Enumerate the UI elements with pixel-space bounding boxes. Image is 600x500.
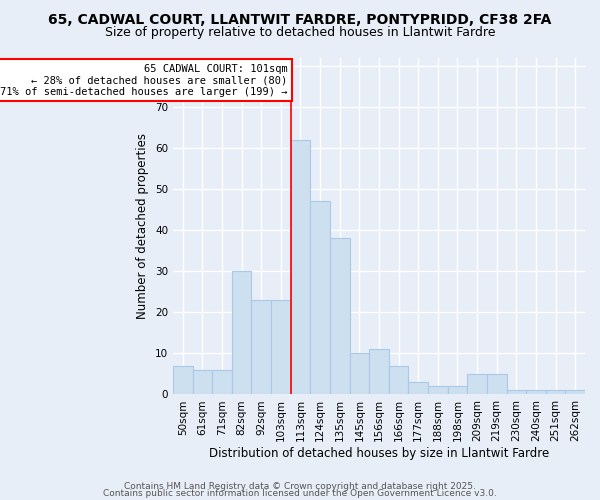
Bar	[173, 366, 193, 394]
Text: 65 CADWAL COURT: 101sqm
← 28% of detached houses are smaller (80)
71% of semi-de: 65 CADWAL COURT: 101sqm ← 28% of detache…	[0, 64, 288, 97]
Bar	[310, 202, 330, 394]
Y-axis label: Number of detached properties: Number of detached properties	[136, 133, 149, 319]
Bar	[467, 374, 487, 394]
Bar	[448, 386, 467, 394]
Bar	[369, 350, 389, 395]
Bar	[565, 390, 585, 394]
Bar	[271, 300, 290, 394]
Bar	[409, 382, 428, 394]
Bar	[487, 374, 506, 394]
Text: Size of property relative to detached houses in Llantwit Fardre: Size of property relative to detached ho…	[105, 26, 495, 39]
Bar	[546, 390, 565, 394]
Bar	[251, 300, 271, 394]
Bar	[232, 271, 251, 394]
Bar	[193, 370, 212, 394]
Text: Contains public sector information licensed under the Open Government Licence v3: Contains public sector information licen…	[103, 490, 497, 498]
Bar	[428, 386, 448, 394]
Bar	[350, 354, 369, 395]
Text: 65, CADWAL COURT, LLANTWIT FARDRE, PONTYPRIDD, CF38 2FA: 65, CADWAL COURT, LLANTWIT FARDRE, PONTY…	[49, 12, 551, 26]
Bar	[212, 370, 232, 394]
Bar	[506, 390, 526, 394]
X-axis label: Distribution of detached houses by size in Llantwit Fardre: Distribution of detached houses by size …	[209, 447, 549, 460]
Bar	[526, 390, 546, 394]
Bar	[389, 366, 409, 394]
Bar	[290, 140, 310, 394]
Bar	[330, 238, 350, 394]
Text: Contains HM Land Registry data © Crown copyright and database right 2025.: Contains HM Land Registry data © Crown c…	[124, 482, 476, 491]
